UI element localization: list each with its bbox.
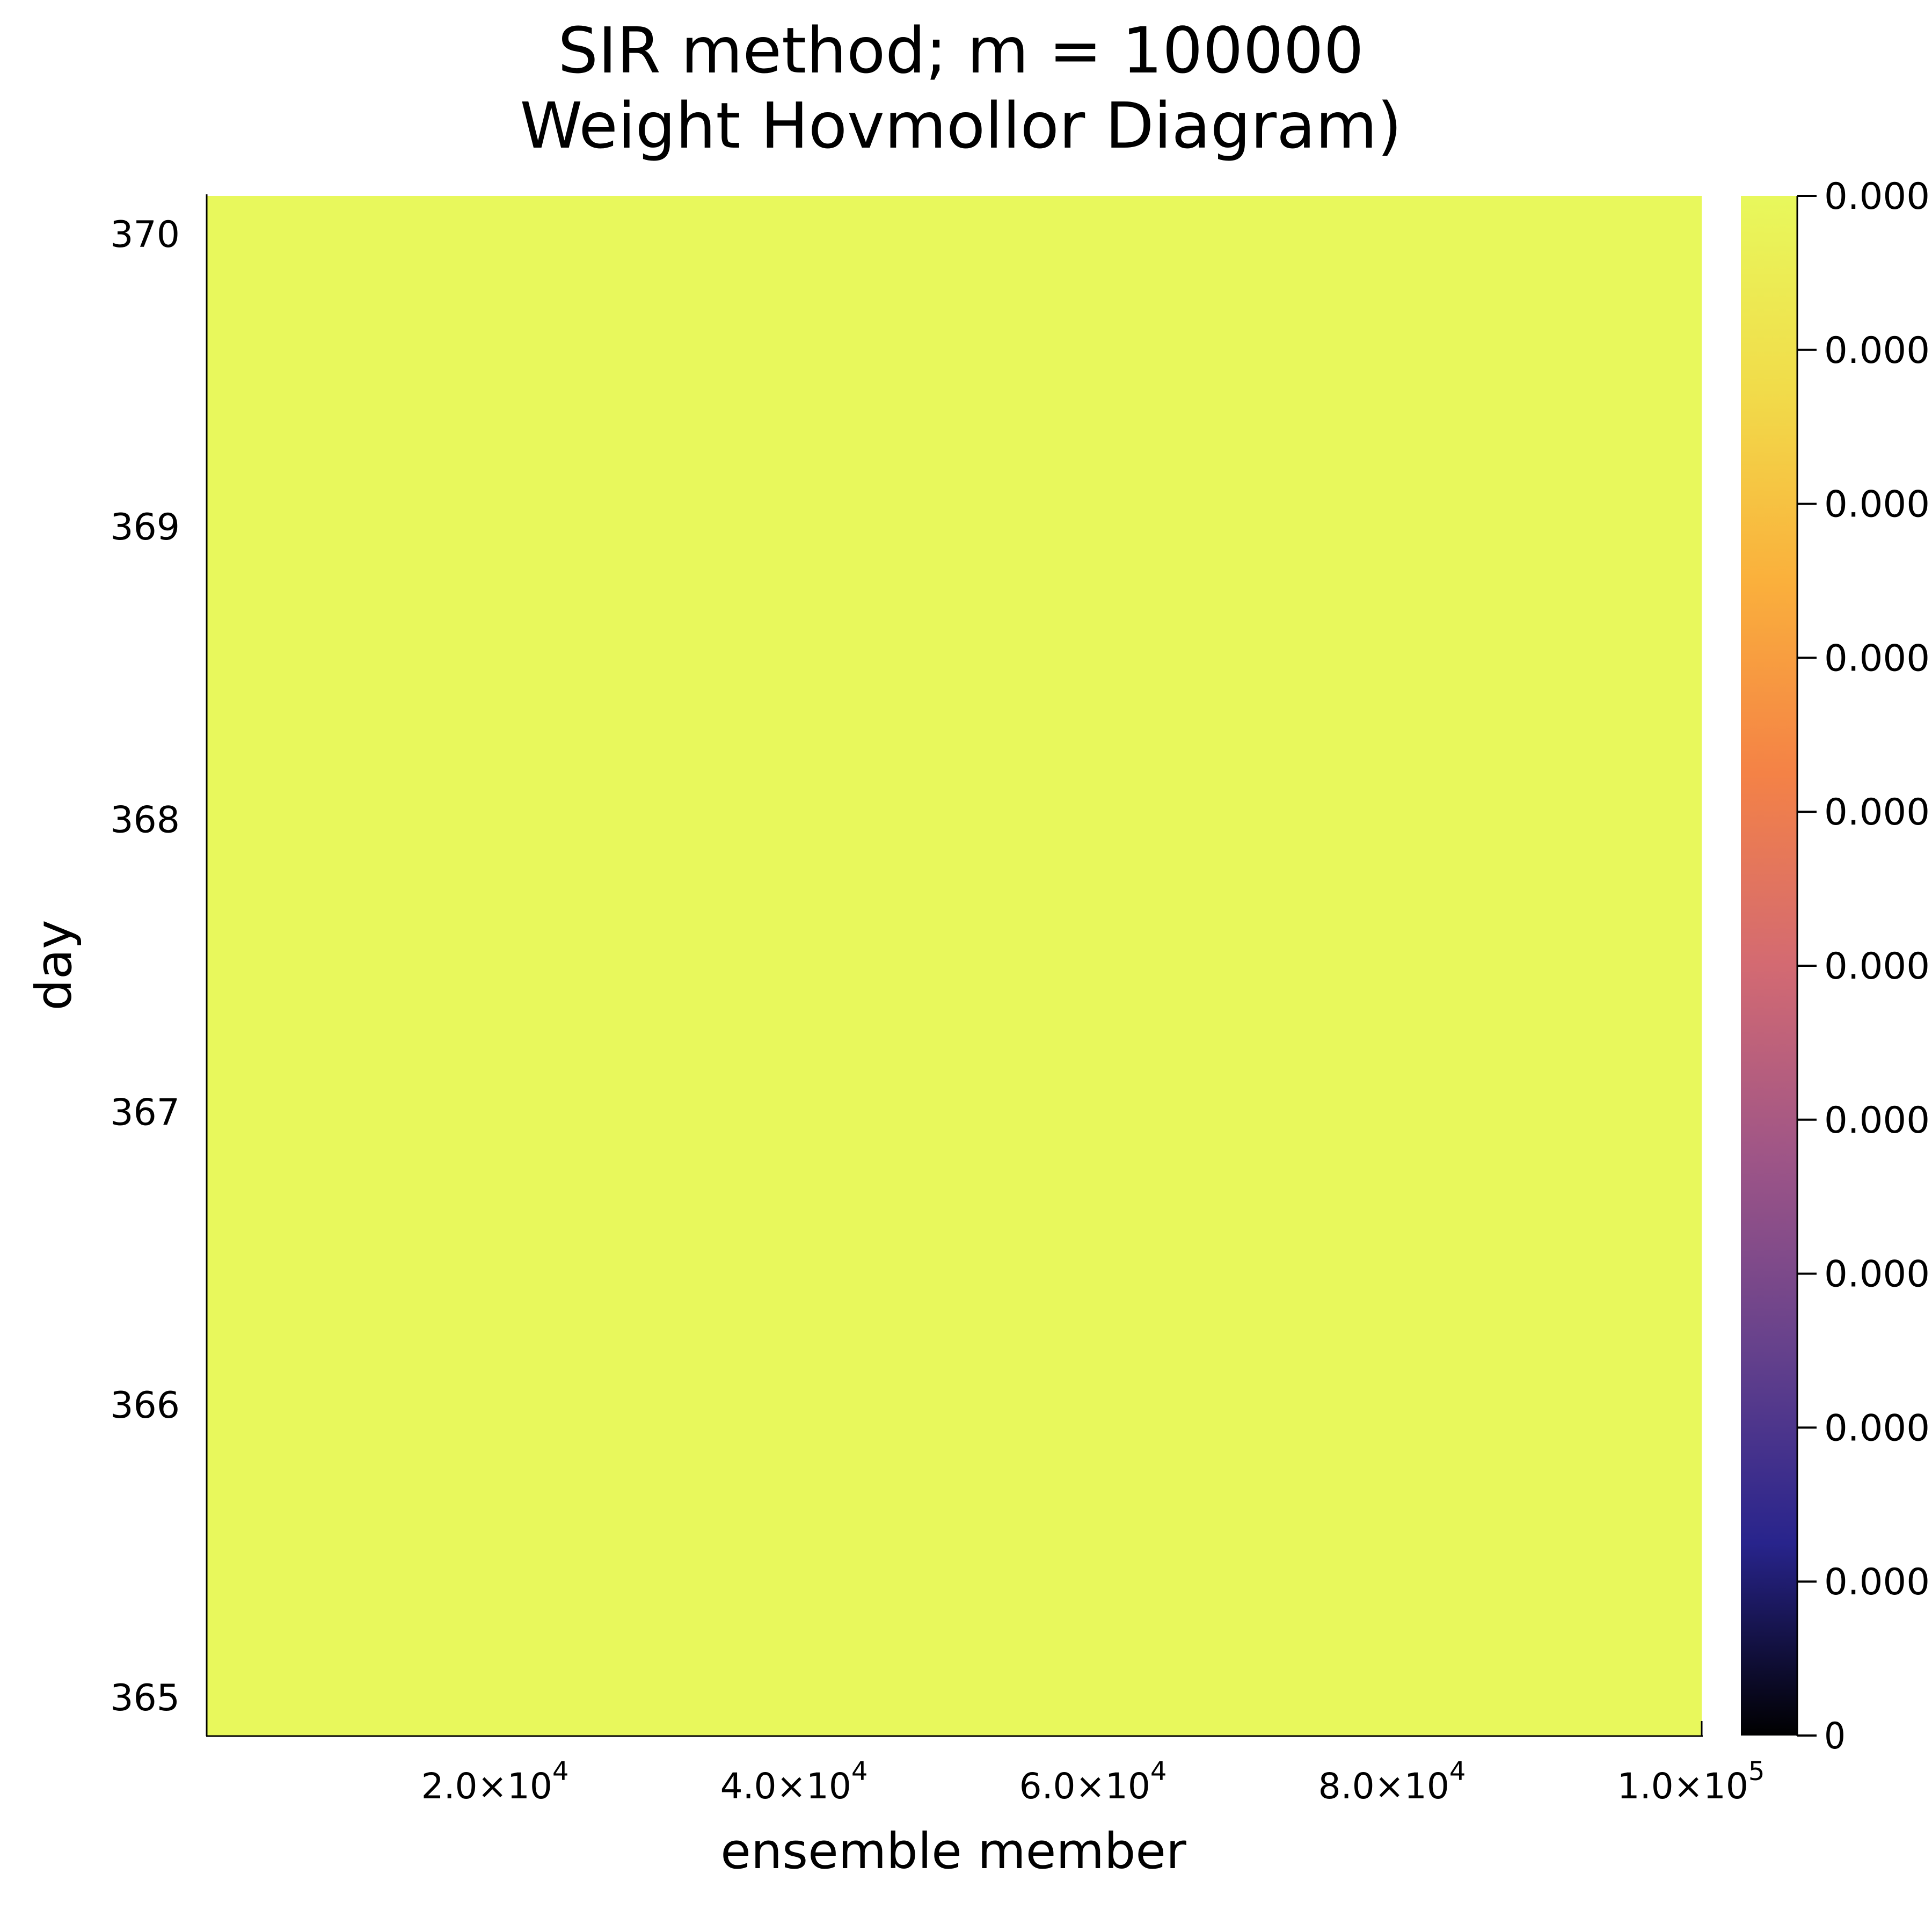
x-tick-label: 1.0×105 bbox=[1617, 1756, 1765, 1807]
colorbar-tick-label: 0.000 bbox=[1824, 330, 1930, 372]
y-tick-label: 369 bbox=[110, 506, 180, 549]
y-axis-label: day bbox=[25, 920, 83, 1010]
y-tick-label: 368 bbox=[110, 799, 180, 841]
colorbar-tick-label: 0.000 bbox=[1824, 637, 1930, 680]
colorbar-tick-label: 0.000 bbox=[1824, 1561, 1930, 1603]
y-tick-labels: 365 366 367 368 369 370 bbox=[110, 214, 180, 1719]
colorbar-tick-label: 0.000 bbox=[1824, 1407, 1930, 1449]
y-tick-label: 370 bbox=[110, 214, 180, 256]
colorbar-tick-label: 0.000 bbox=[1824, 791, 1930, 834]
x-tick-label: 4.0×104 bbox=[720, 1756, 868, 1807]
x-tick-label: 6.0×104 bbox=[1019, 1756, 1167, 1807]
chart-title: SIR method; m = 100000 bbox=[558, 13, 1364, 88]
colorbar-tick-label: 0.000 bbox=[1824, 176, 1930, 218]
colorbar-tick-label: 0.000 bbox=[1824, 484, 1930, 526]
chart-subtitle: Weight Hovmollor Diagram) bbox=[520, 89, 1402, 163]
x-axis-label: ensemble member bbox=[720, 1822, 1186, 1880]
x-tick-label: 2.0×104 bbox=[421, 1756, 569, 1807]
heatmap-field bbox=[207, 196, 1702, 1736]
colorbar-tick-label: 0.000 bbox=[1824, 1099, 1930, 1142]
x-tick-label: 8.0×104 bbox=[1318, 1756, 1466, 1807]
y-tick-label: 366 bbox=[110, 1384, 180, 1427]
colorbar-tick-label: 0.000 bbox=[1824, 945, 1930, 988]
colorbar-tick-label: 0.000 bbox=[1824, 1253, 1930, 1296]
colorbar bbox=[1741, 196, 1797, 1736]
colorbar-tick-label: 0 bbox=[1824, 1715, 1846, 1758]
y-tick-label: 365 bbox=[110, 1677, 180, 1719]
colorbar-tick-labels: 0.000 0.000 0.000 0.000 0.000 0.000 0.000 0.000… bbox=[1797, 176, 1930, 1758]
y-tick-label: 367 bbox=[110, 1092, 180, 1134]
x-tick-labels: 2.0×104 4.0×104 6.0×104 8.0×104 1.0×105 bbox=[421, 1756, 1765, 1807]
